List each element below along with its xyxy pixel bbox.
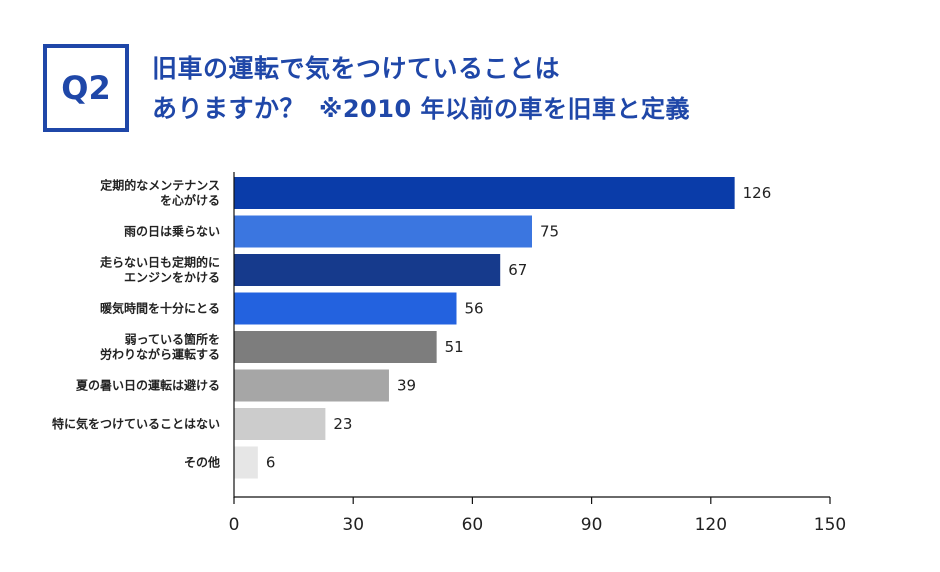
chart-title-note: ※2010 年以前の車を旧車と定義 [319,95,690,123]
category-label-7-0: その他 [184,455,220,470]
question-badge-label: Q2 [61,69,111,107]
bar-value-label-4: 51 [445,338,464,356]
bar-value-label-5: 39 [397,377,416,395]
bar-1 [234,215,532,248]
chart-title-line2-text: ありますか？ [152,94,306,123]
x-tick-label-1: 30 [342,515,364,535]
x-tick-label-2: 60 [462,515,484,535]
category-label-4-0: 弱っている箇所を [125,332,220,347]
bar-4 [234,331,437,363]
bar-2 [234,254,501,286]
x-tick-label-5: 150 [814,515,846,535]
category-label-1-0: 雨の日は乗らない [124,225,220,239]
category-label-3-0: 暖気時間を十分にとる [100,301,220,316]
category-label-4-1: 労わりながら運転する [100,347,220,362]
chart-title-line2: ありますか？ ※2010 年以前の車を旧車と定義 [152,89,690,125]
bar-value-label-3: 56 [465,300,484,318]
bar-value-label-2: 67 [508,261,527,279]
category-label-2-0: 走らない日も定期的に [100,255,220,270]
bar-value-label-6: 23 [333,415,352,433]
category-label-6-0: 特に気をつけていることはない [52,416,220,431]
x-tick-label-4: 120 [695,515,727,535]
bar-value-label-7: 6 [266,454,276,472]
bar-5 [234,369,389,402]
bar-6 [234,408,326,440]
category-label-2-1: エンジンをかける [124,271,220,285]
bar-value-label-1: 75 [540,223,559,241]
bar-7 [234,446,258,479]
category-label-5-0: 夏の暑い日の運転は避ける [76,378,220,393]
category-label-0-0: 定期的なメンテナンス [100,178,220,193]
bar-0 [234,177,735,209]
bar-value-label-0: 126 [743,184,772,202]
x-tick-label-3: 90 [581,515,603,535]
chart-title-line1: 旧車の運転で気をつけていることは [152,54,561,83]
category-label-0-1: を心がける [160,193,220,208]
bar-3 [234,292,457,325]
x-tick-label-0: 0 [229,515,240,535]
question-badge: Q2 [43,44,129,132]
